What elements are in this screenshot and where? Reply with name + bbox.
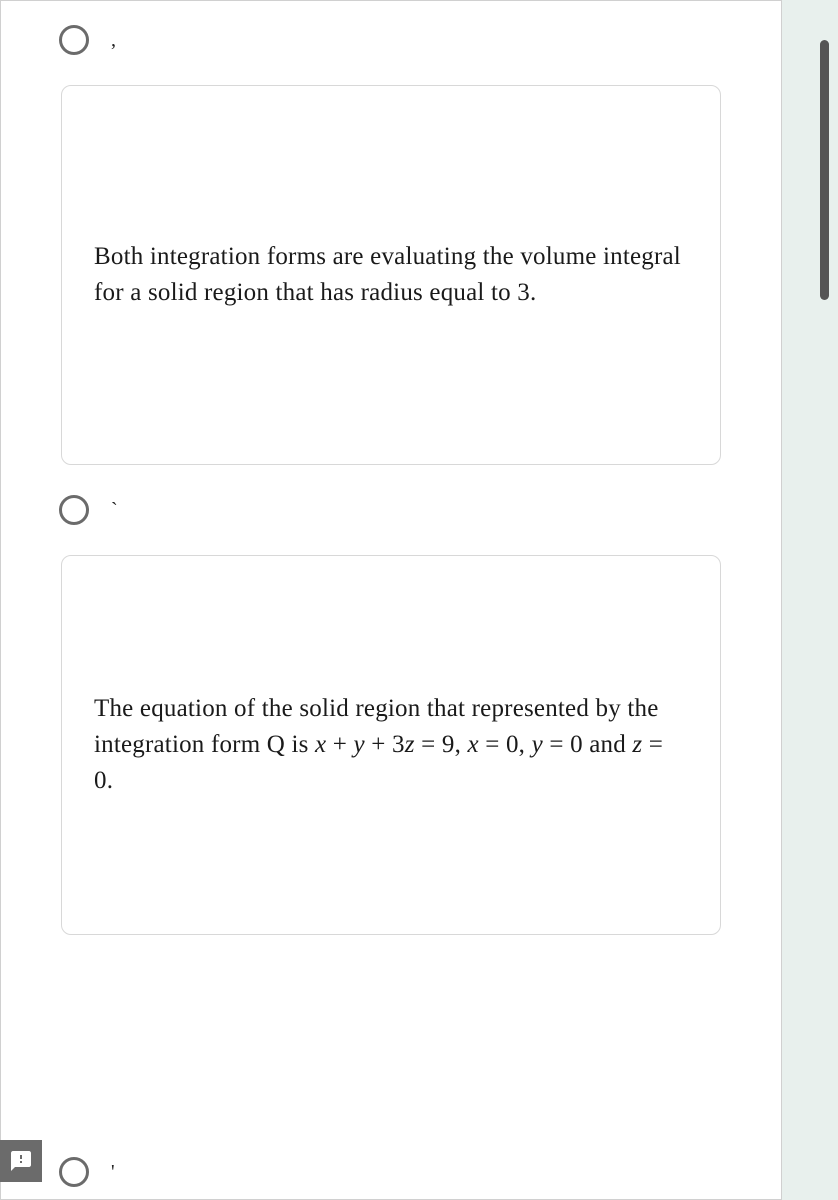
radio-option-row[interactable]: `	[1, 475, 781, 545]
scrollbar-thumb[interactable]	[820, 40, 829, 300]
scrollbar[interactable]	[820, 40, 830, 320]
radio-option-row[interactable]: ,	[1, 1, 781, 75]
radio-label: '	[111, 1161, 115, 1184]
answer-card: The equation of the solid region that re…	[61, 555, 721, 935]
radio-button[interactable]	[59, 25, 89, 55]
report-problem-button[interactable]	[0, 1140, 42, 1182]
radio-button[interactable]	[59, 1157, 89, 1187]
form-panel: , Both integration forms are evaluating …	[0, 0, 782, 1200]
radio-button[interactable]	[59, 495, 89, 525]
answer-card-text: The equation of the solid region that re…	[94, 691, 688, 800]
radio-label: ,	[111, 29, 116, 52]
answer-card-text: Both integration forms are evaluating th…	[94, 239, 688, 312]
alert-icon	[9, 1149, 33, 1173]
radio-label: `	[111, 499, 118, 522]
answer-card: Both integration forms are evaluating th…	[61, 85, 721, 465]
radio-option-row[interactable]: '	[59, 1157, 115, 1187]
